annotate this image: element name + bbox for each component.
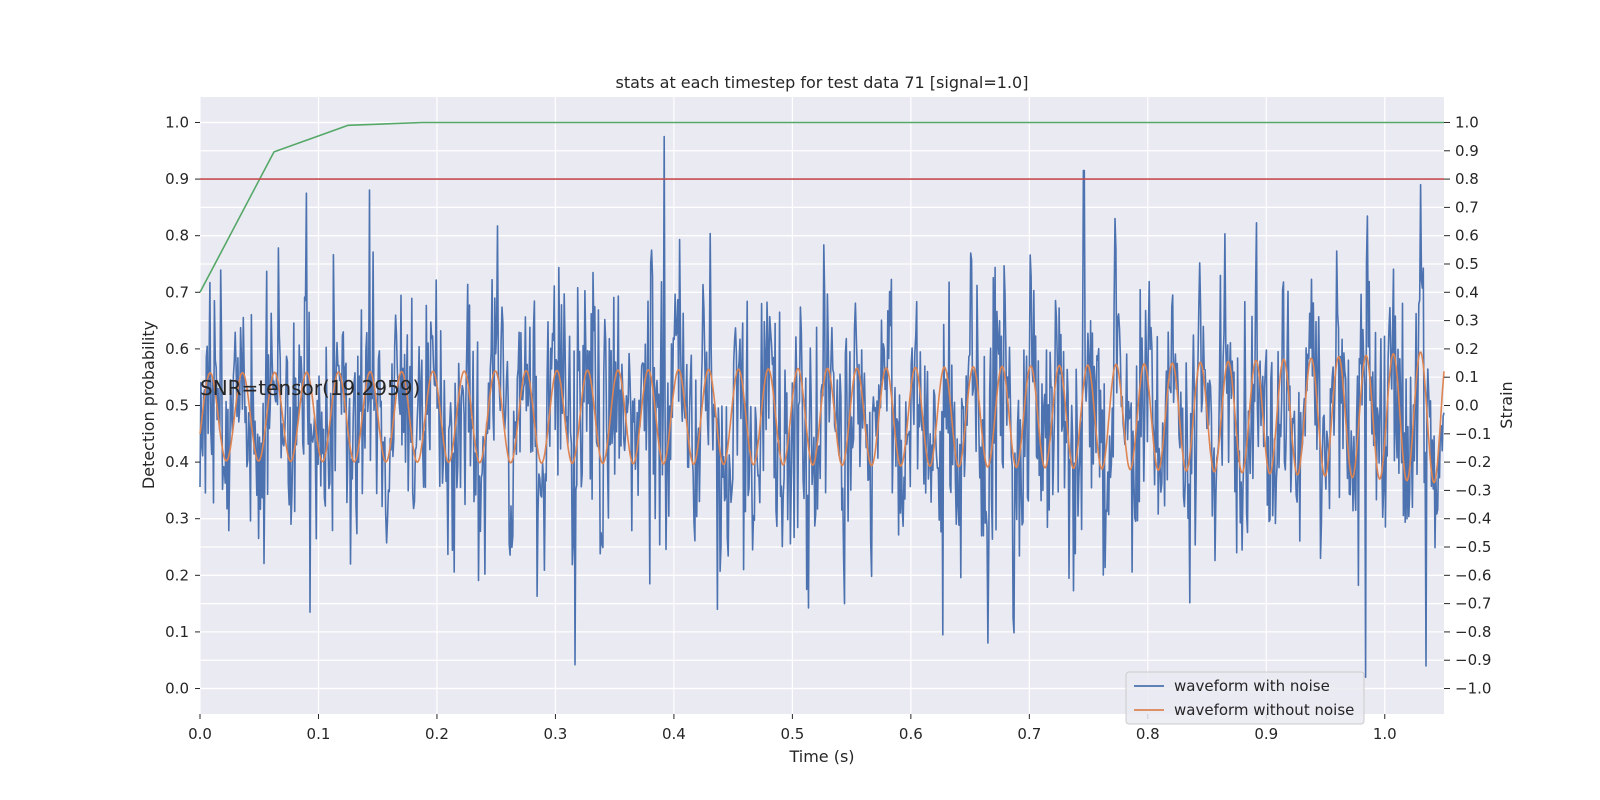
y-left-tick-label: 0.0 bbox=[165, 680, 189, 698]
x-tick-label: 0.9 bbox=[1254, 725, 1278, 743]
detection-probability-series bbox=[199, 121, 1444, 293]
y-left-tick-label: 0.8 bbox=[165, 227, 189, 245]
x-tick-label: 1.0 bbox=[1373, 725, 1397, 743]
x-tick-label: 0.2 bbox=[425, 725, 449, 743]
y-right-tick-label: 0.1 bbox=[1455, 368, 1479, 386]
y-left-tick-label: 0.6 bbox=[165, 340, 189, 358]
y-right-tick-label: −0.8 bbox=[1455, 623, 1491, 641]
x-tick-label: 0.8 bbox=[1136, 725, 1160, 743]
y-left-tick-label: 0.9 bbox=[165, 170, 189, 188]
detection-probability-line bbox=[199, 121, 1444, 293]
x-axis-label: Time (s) bbox=[788, 747, 854, 766]
x-tick-label: 0.5 bbox=[780, 725, 804, 743]
y-right-tick-label: −0.4 bbox=[1455, 510, 1491, 528]
y-right-axis-ticks: −1.0 −0.9 −0.8 −0.7 −0.6 −0.5 −0.4 −0.3 −0.2 −0.1… bbox=[1444, 113, 1491, 698]
y-left-tick-label: 0.5 bbox=[165, 397, 189, 415]
legend: waveform with noise waveform without noi… bbox=[1125, 671, 1365, 725]
y-right-tick-label: 0.7 bbox=[1455, 198, 1479, 216]
y-left-tick-label: 0.3 bbox=[165, 510, 189, 528]
x-tick-label: 0.3 bbox=[543, 725, 567, 743]
x-tick-label: 0.1 bbox=[307, 725, 331, 743]
y-right-tick-label: −1.0 bbox=[1455, 680, 1491, 698]
y-right-tick-label: 0.3 bbox=[1455, 312, 1479, 330]
y-right-tick-label: 0.5 bbox=[1455, 255, 1479, 273]
y-left-axis-ticks: 0.0 0.1 0.2 0.3 0.4 0.5 0.6 0.7 0.8 0.9 1.0 bbox=[165, 113, 200, 698]
x-tick-label: 0.7 bbox=[1017, 725, 1041, 743]
y-right-tick-label: −0.6 bbox=[1455, 566, 1491, 584]
legend-label-clean: waveform without noise bbox=[1174, 701, 1354, 719]
y-right-tick-label: 0.4 bbox=[1455, 283, 1479, 301]
x-tick-label: 0.6 bbox=[899, 725, 923, 743]
y-right-tick-label: 0.6 bbox=[1455, 227, 1479, 245]
y-left-tick-label: 0.2 bbox=[165, 566, 189, 584]
x-tick-label: 0.4 bbox=[662, 725, 686, 743]
y-left-tick-label: 0.7 bbox=[165, 283, 189, 301]
snr-annotation: SNR=tensor(19.2959) bbox=[200, 376, 420, 400]
waveform-without-noise-series bbox=[199, 351, 1445, 484]
y-left-tick-label: 0.4 bbox=[165, 453, 189, 471]
y-left-tick-label: 0.1 bbox=[165, 623, 189, 641]
x-tick-label: 0.0 bbox=[188, 725, 212, 743]
y-right-tick-label: −0.5 bbox=[1455, 538, 1491, 556]
y-right-tick-label: 0.8 bbox=[1455, 170, 1479, 188]
y-right-tick-label: −0.7 bbox=[1455, 595, 1491, 613]
waveform-with-noise-line bbox=[199, 135, 1445, 678]
y-right-tick-label: 0.0 bbox=[1455, 397, 1479, 415]
legend-box bbox=[1125, 671, 1365, 725]
y-right-tick-label: −0.2 bbox=[1455, 453, 1491, 471]
y-right-tick-label: 1.0 bbox=[1455, 113, 1479, 131]
waveform-with-noise-series bbox=[199, 135, 1445, 678]
y-right-axis-label: Strain bbox=[1497, 381, 1516, 428]
y-right-tick-label: −0.9 bbox=[1455, 651, 1491, 669]
y-right-tick-label: −0.3 bbox=[1455, 481, 1491, 499]
y-right-tick-label: −0.1 bbox=[1455, 425, 1491, 443]
y-right-tick-label: 0.9 bbox=[1455, 142, 1479, 160]
chart-title: stats at each timestep for test data 71 … bbox=[616, 73, 1029, 92]
x-axis-ticks: 0.0 0.1 0.2 0.3 0.4 0.5 0.6 0.7 0.8 0.9 1.0 bbox=[188, 714, 1397, 743]
y-right-tick-label: 0.2 bbox=[1455, 340, 1479, 358]
waveform-without-noise-line bbox=[199, 351, 1445, 484]
y-left-axis-label: Detection probability bbox=[139, 321, 158, 489]
legend-label-noise: waveform with noise bbox=[1174, 677, 1330, 695]
y-left-tick-label: 1.0 bbox=[165, 113, 189, 131]
